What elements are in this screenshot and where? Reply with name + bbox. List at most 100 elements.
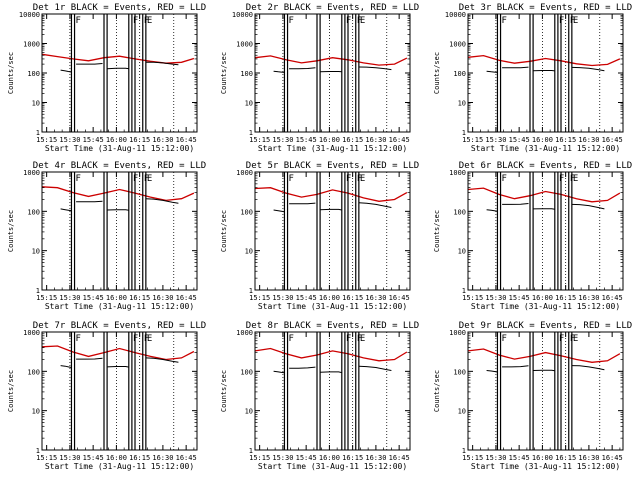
events-series-segment (571, 203, 605, 210)
y-tick-label: 1 (249, 287, 253, 295)
x-tick-label: 16:45 (389, 454, 410, 462)
plot-frame (41, 171, 198, 291)
flag-label: E (360, 174, 365, 184)
x-tick-label: 15:15 (36, 454, 57, 462)
panel-title: Det 5r BLACK = Events, RED = LLD (246, 161, 419, 171)
events-series-segment (273, 209, 285, 213)
x-tick-label: 15:15 (249, 136, 270, 144)
y-tick-label: 100 (453, 368, 466, 376)
events-series-segment (533, 208, 555, 210)
y-tick-label: 1 (36, 129, 40, 137)
flag-label: F (559, 174, 564, 184)
flag-label: F (346, 16, 351, 26)
events-series-segment (107, 366, 129, 368)
y-tick-label: 1000 (449, 41, 466, 49)
flag-label: F (559, 334, 564, 344)
lld-series-line (254, 187, 408, 202)
y-tick-label: 10 (245, 248, 253, 256)
events-series-segment (107, 67, 129, 70)
panel-title: Det 2r BLACK = Events, RED = LLD (246, 3, 419, 13)
x-tick-label: 16:15 (555, 454, 576, 462)
flag-label: F (289, 334, 294, 344)
y-tick-label: 1000 (449, 329, 466, 337)
events-series-segment (273, 370, 285, 374)
y-tick-label: 100 (240, 368, 253, 376)
y-tick-label: 10 (458, 248, 466, 256)
lld-series-line (254, 347, 408, 362)
plot-frame (254, 331, 411, 451)
x-axis-label: Start Time (31-Aug-11 15:12:00) (471, 144, 620, 153)
events-series-segment (358, 66, 392, 71)
x-tick-label: 15:45 (83, 136, 104, 144)
y-tick-label: 100 (453, 70, 466, 78)
x-tick-label: 16:15 (342, 294, 363, 302)
x-tick-label: 15:45 (509, 294, 530, 302)
panel-title: Det 9r BLACK = Events, RED = LLD (459, 321, 632, 331)
x-axis-label: Start Time (31-Aug-11 15:12:00) (258, 462, 407, 471)
flag-label: E (360, 334, 365, 344)
y-tick-label: 10000 (19, 11, 40, 19)
y-tick-label: 100 (240, 70, 253, 78)
lld-series-line (41, 53, 195, 64)
x-tick-label: 16:15 (129, 454, 150, 462)
plot-frame (41, 331, 198, 451)
flag-label: F (76, 16, 81, 26)
x-tick-label: 16:30 (578, 294, 599, 302)
x-tick-label: 16:15 (129, 136, 150, 144)
x-tick-label: 16:00 (106, 294, 127, 302)
flag-label: F (559, 16, 564, 26)
events-series-segment (502, 203, 529, 205)
lld-series-line (467, 187, 621, 203)
x-tick-label: 16:00 (319, 294, 340, 302)
events-series-segment (76, 357, 103, 360)
lld-series-line (254, 55, 408, 66)
x-tick-label: 16:45 (176, 294, 197, 302)
x-tick-label: 15:30 (59, 454, 80, 462)
flag-label: F (133, 174, 138, 184)
x-tick-label: 15:30 (272, 294, 293, 302)
y-tick-label: 1 (36, 447, 40, 455)
x-tick-label: 16:15 (342, 454, 363, 462)
events-series-segment (571, 365, 605, 371)
x-tick-label: 16:15 (342, 136, 363, 144)
y-tick-label: 100 (27, 208, 40, 216)
x-axis-label: Start Time (31-Aug-11 15:12:00) (258, 144, 407, 153)
y-tick-label: 10 (458, 100, 466, 108)
y-tick-label: 1 (36, 287, 40, 295)
x-tick-label: 16:00 (532, 136, 553, 144)
y-axis-label: Counts/sec (220, 210, 228, 252)
events-series-segment (273, 70, 285, 73)
lld-series-line (467, 348, 621, 363)
x-tick-label: 16:45 (602, 454, 623, 462)
events-series-segment (289, 202, 316, 205)
y-tick-label: 100 (240, 208, 253, 216)
x-tick-label: 15:45 (83, 294, 104, 302)
events-series-segment (76, 200, 103, 203)
flag-label: F (502, 174, 507, 184)
x-tick-label: 15:45 (509, 454, 530, 462)
events-series-segment (571, 66, 605, 72)
panel-title: Det 4r BLACK = Events, RED = LLD (33, 161, 206, 171)
flag-label: E (573, 174, 578, 184)
x-tick-label: 15:30 (59, 294, 80, 302)
flag-label: F (502, 334, 507, 344)
plot-frame (467, 171, 624, 291)
events-series-segment (533, 369, 555, 372)
y-tick-label: 10 (245, 408, 253, 416)
flag-label: F (570, 334, 575, 344)
x-tick-label: 16:30 (152, 294, 173, 302)
flag-label: F (76, 174, 81, 184)
x-axis-label: Start Time (31-Aug-11 15:12:00) (471, 462, 620, 471)
y-axis-label: Counts/sec (7, 370, 15, 412)
y-tick-label: 10 (32, 408, 40, 416)
y-tick-label: 100 (453, 208, 466, 216)
y-tick-label: 10 (458, 408, 466, 416)
flag-label: F (289, 16, 294, 26)
flag-label: F (346, 174, 351, 184)
events-series-segment (320, 371, 342, 374)
x-tick-label: 16:30 (578, 136, 599, 144)
events-series-segment (486, 209, 498, 212)
